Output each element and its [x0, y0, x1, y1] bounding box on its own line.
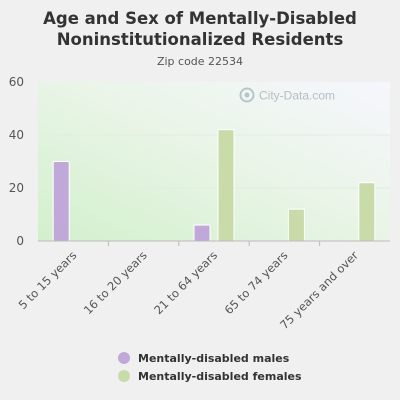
bar-males[interactable] [193, 224, 211, 242]
legend-item-females: Mentally-disabled females [118, 368, 302, 384]
bar-females[interactable] [358, 182, 376, 242]
bar-females[interactable] [217, 129, 235, 242]
x-tick-label: 5 to 15 years [16, 248, 80, 312]
y-tick-label: 20 [9, 181, 24, 195]
y-tick-label: 60 [9, 75, 24, 89]
bar-males[interactable] [52, 161, 70, 242]
x-tick-label: 16 to 20 years [81, 248, 150, 317]
x-tick-label: 65 to 74 years [222, 248, 291, 317]
bar-females[interactable] [287, 208, 305, 242]
legend-swatch-males [118, 352, 130, 364]
legend-swatch-females [118, 370, 130, 382]
plot-area [38, 82, 390, 241]
legend: Mentally-disabled males Mentally-disable… [118, 350, 302, 384]
chart-title: Age and Sex of Mentally-Disabled Noninst… [43, 9, 357, 49]
legend-item-males: Mentally-disabled males [118, 350, 302, 366]
x-tick-label: 75 years and over [277, 248, 361, 332]
y-tick-label: 40 [9, 128, 24, 142]
chart-subtitle: Zip code 22534 [156, 55, 244, 68]
legend-label-males: Mentally-disabled males [138, 351, 290, 365]
svg-text:City-Data.com: City-Data.com [259, 89, 335, 103]
watermark: City-Data.com [239, 87, 335, 103]
x-tick-label: 21 to 64 years [151, 248, 220, 317]
y-tick-label: 0 [16, 234, 24, 248]
legend-label-females: Mentally-disabled females [138, 369, 302, 383]
